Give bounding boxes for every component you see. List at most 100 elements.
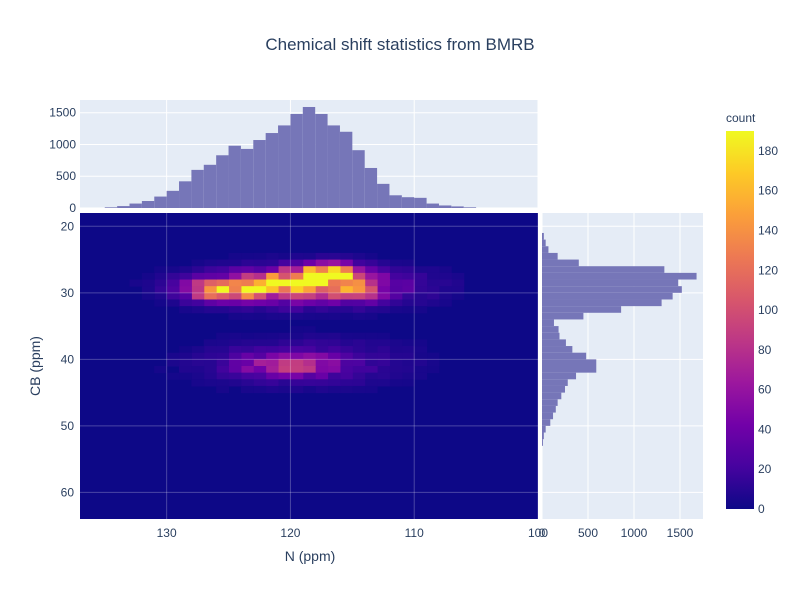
heatmap-cell — [290, 366, 304, 374]
heatmap-cell — [414, 306, 428, 314]
heatmap-cell — [401, 306, 415, 314]
x-tick-label: 130 — [157, 526, 177, 540]
heatmap-cell — [216, 272, 230, 281]
x-tick-label: 100 — [528, 526, 548, 540]
heatmap-cells — [129, 252, 465, 394]
heatmap-cell — [216, 279, 230, 287]
heatmap-cell — [438, 299, 452, 307]
heatmap-cell — [389, 272, 403, 281]
heatmap-cell — [179, 346, 192, 354]
heatmap-cell — [253, 259, 267, 267]
heatmap-cell — [389, 379, 403, 387]
heatmap-cell — [166, 286, 180, 294]
heatmap-cell — [389, 359, 403, 367]
heatmap-cell — [315, 379, 329, 387]
heatmap-cell — [302, 299, 316, 307]
heatmap-cell — [141, 292, 155, 300]
heatmap-cell — [426, 266, 440, 274]
heatmap-cell — [377, 339, 390, 347]
right-histogram-bar — [542, 246, 549, 253]
heatmap-cell — [327, 266, 341, 274]
right-histogram-bar — [542, 232, 544, 240]
heatmap-cell — [401, 359, 415, 367]
right-histogram-bar — [542, 346, 573, 353]
heatmap-cell — [278, 359, 291, 367]
heatmap-cell — [302, 332, 316, 340]
heatmap-cell — [389, 259, 403, 267]
heatmap-cell — [377, 259, 390, 267]
heatmap-cell — [377, 359, 390, 367]
heatmap-cell — [216, 385, 230, 394]
heatmap-cell — [191, 272, 205, 281]
heatmap-cell — [228, 332, 242, 340]
heatmap-cell — [203, 352, 217, 360]
heatmap-cell — [352, 279, 366, 287]
heatmap-cell — [327, 346, 341, 354]
heatmap-cell — [352, 266, 366, 274]
heatmap-cell — [364, 286, 378, 294]
y-tick-label: 60 — [61, 485, 75, 499]
heatmap-cell — [414, 266, 428, 274]
heatmap-cell — [401, 379, 415, 387]
heatmap-cell — [203, 366, 217, 374]
heatmap-cell — [438, 272, 452, 281]
heatmap-cell — [339, 346, 353, 354]
heatmap-cell — [228, 359, 242, 367]
heatmap-cell — [240, 312, 254, 320]
heatmap-cell — [389, 286, 403, 294]
y-tick-label: 40 — [61, 352, 75, 366]
heatmap-cell — [339, 279, 353, 287]
heatmap-cell — [377, 292, 390, 300]
heatmap-cell — [228, 286, 242, 294]
heatmap-cell — [240, 346, 254, 354]
top-histogram-bar — [265, 133, 279, 208]
heatmap-cell — [290, 332, 304, 340]
heatmap-cell — [154, 266, 168, 274]
heatmap-cell — [352, 252, 366, 261]
heatmap-cell — [191, 286, 205, 294]
heatmap-cell — [278, 306, 291, 314]
heatmap-cell — [302, 292, 316, 300]
heatmap-cell — [228, 372, 242, 380]
heatmap-cell — [166, 299, 180, 307]
heatmap-cell — [253, 339, 267, 347]
heatmap-cell — [265, 352, 279, 360]
heatmap-cell — [191, 306, 205, 314]
heatmap-cell — [240, 266, 254, 274]
heatmap-cell — [290, 279, 304, 287]
heatmap-cell — [401, 279, 415, 287]
heatmap-cell — [438, 286, 452, 294]
heatmap-cell — [228, 266, 242, 274]
top-histogram-bar — [290, 113, 303, 208]
heatmap-cell — [228, 279, 242, 287]
heatmap-cell — [191, 379, 205, 387]
right-histogram-bar — [542, 419, 551, 426]
heatmap-cell — [265, 366, 279, 374]
heatmap-cell — [240, 299, 254, 307]
heatmap-cell — [315, 359, 329, 367]
heatmap-cell — [216, 266, 230, 274]
heatmap-cell — [265, 266, 279, 274]
heatmap-cell — [191, 352, 205, 360]
heatmap-cell — [216, 359, 230, 367]
heatmap-cell — [414, 292, 428, 300]
right-histogram-bar — [542, 359, 597, 366]
heatmap-cell — [414, 299, 428, 307]
right-histogram-bar — [542, 279, 679, 287]
colorbar-tick-label: 160 — [758, 184, 778, 198]
heatmap-cell — [179, 279, 192, 287]
top-histogram-bar — [327, 125, 340, 208]
top-histogram-bar — [117, 206, 130, 208]
colorbar-tick-label: 20 — [758, 462, 772, 476]
right-histogram-tick-label: 1000 — [621, 526, 648, 540]
heatmap-cell — [278, 372, 291, 380]
heatmap-cell — [203, 279, 217, 287]
heatmap-cell — [414, 352, 428, 360]
heatmap-cell — [389, 346, 403, 354]
heatmap-cell — [265, 359, 279, 367]
top-histogram-bar — [414, 197, 427, 208]
heatmap-cell — [240, 272, 254, 281]
heatmap-cell — [339, 385, 353, 394]
right-histogram-bar — [542, 252, 558, 260]
heatmap-cell — [339, 359, 353, 367]
